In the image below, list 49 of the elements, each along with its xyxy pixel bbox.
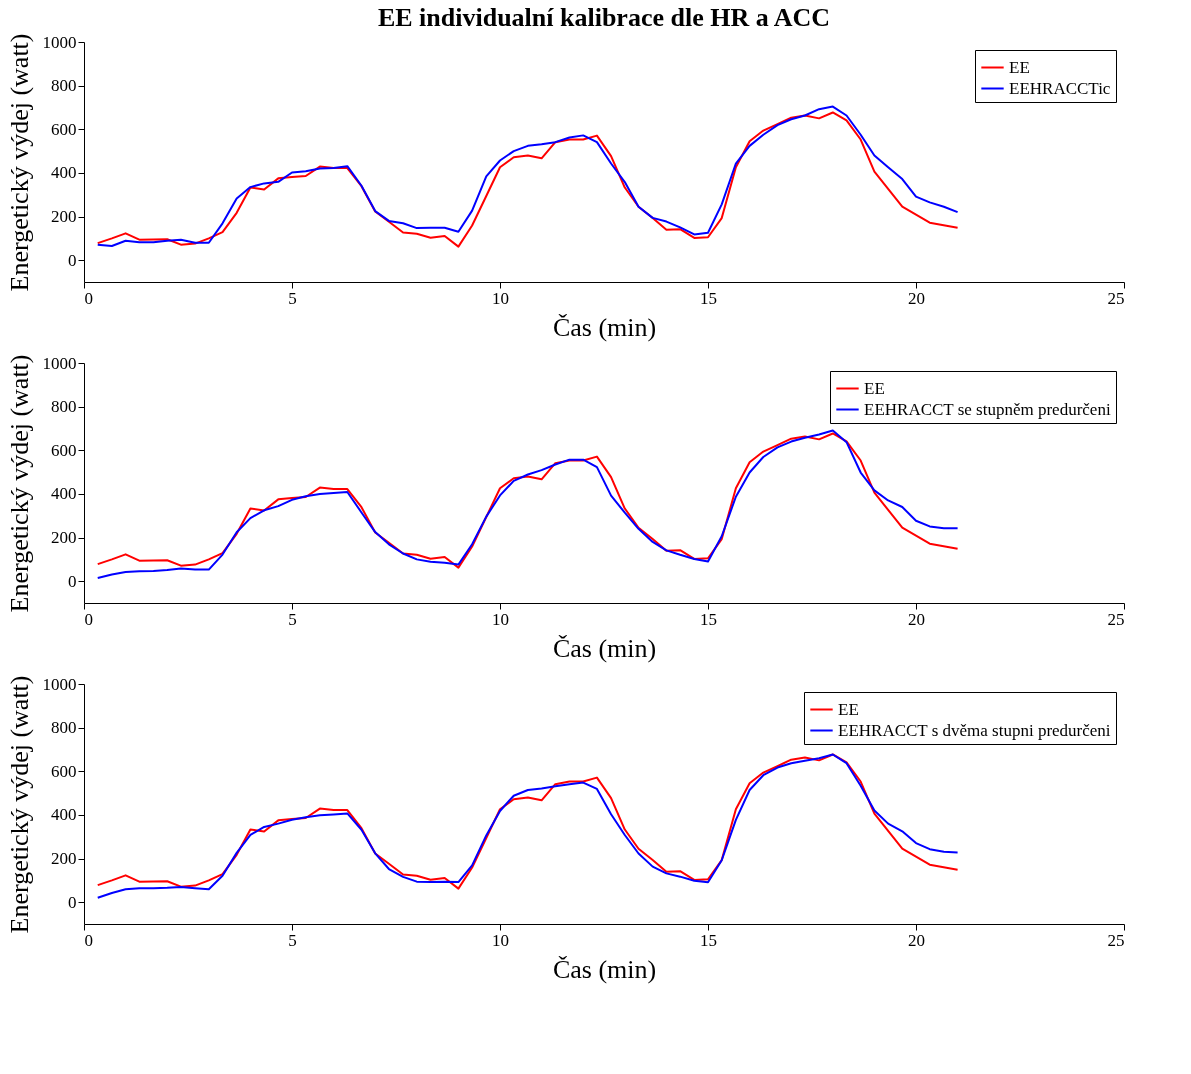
x-tick-label: 0 [84,930,93,950]
x-axis-title: Čas (min) [552,312,657,342]
y-tick-label: 400 [51,484,77,504]
x-tick-label: 15 [700,609,717,629]
y-tick-label: 1000 [42,32,77,52]
y-tick-label: 200 [51,849,77,869]
y-tick-label: 600 [51,440,77,460]
y-axis-title: Energetický výdej (watt) [4,354,34,613]
legend-label: EEHRACCTic [1009,78,1111,98]
y-tick-label: 0 [68,571,77,591]
x-tick-label: 10 [492,930,509,950]
y-tick-label: 400 [51,163,77,183]
y-tick-label: 200 [51,528,77,548]
x-tick-label: 25 [1107,930,1125,950]
x-tick-label: 20 [908,288,925,308]
x-tick-label: 20 [908,609,925,629]
y-tick-label: 0 [68,250,77,270]
y-tick-label: 1000 [42,353,77,373]
legend-label: EE [838,699,859,719]
legend-label: EE [864,378,885,398]
chart-title: EE individualní kalibrace dle HR a ACC [377,3,831,32]
x-tick-label: 0 [84,288,93,308]
y-axis-title: Energetický výdej (watt) [4,33,34,292]
y-tick-label: 800 [51,718,77,738]
y-tick-label: 1000 [42,674,77,694]
x-tick-label: 0 [84,609,93,629]
y-tick-label: 800 [51,76,77,96]
legend-label: EEHRACCT s dvěma stupni predurčeni [838,720,1111,740]
x-tick-label: 5 [288,609,297,629]
x-tick-label: 5 [288,930,297,950]
y-tick-label: 600 [51,761,77,781]
y-tick-label: 200 [51,207,77,227]
x-axis-title: Čas (min) [552,954,657,984]
y-tick-label: 400 [51,805,77,825]
x-tick-label: 25 [1107,609,1125,629]
x-tick-label: 10 [492,609,509,629]
x-tick-label: 20 [908,930,925,950]
y-axis-title: Energetický výdej (watt) [4,675,34,934]
x-tick-label: 10 [492,288,509,308]
y-tick-label: 600 [51,119,77,139]
y-tick-label: 0 [68,892,77,912]
legend-label: EEHRACCT se stupněm predurčeni [864,399,1111,419]
x-tick-label: 15 [700,288,717,308]
x-tick-label: 15 [700,930,717,950]
x-tick-label: 5 [288,288,297,308]
x-tick-label: 25 [1107,288,1125,308]
legend-label: EE [1009,57,1030,77]
x-axis-title: Čas (min) [552,633,657,663]
y-tick-label: 800 [51,397,77,417]
